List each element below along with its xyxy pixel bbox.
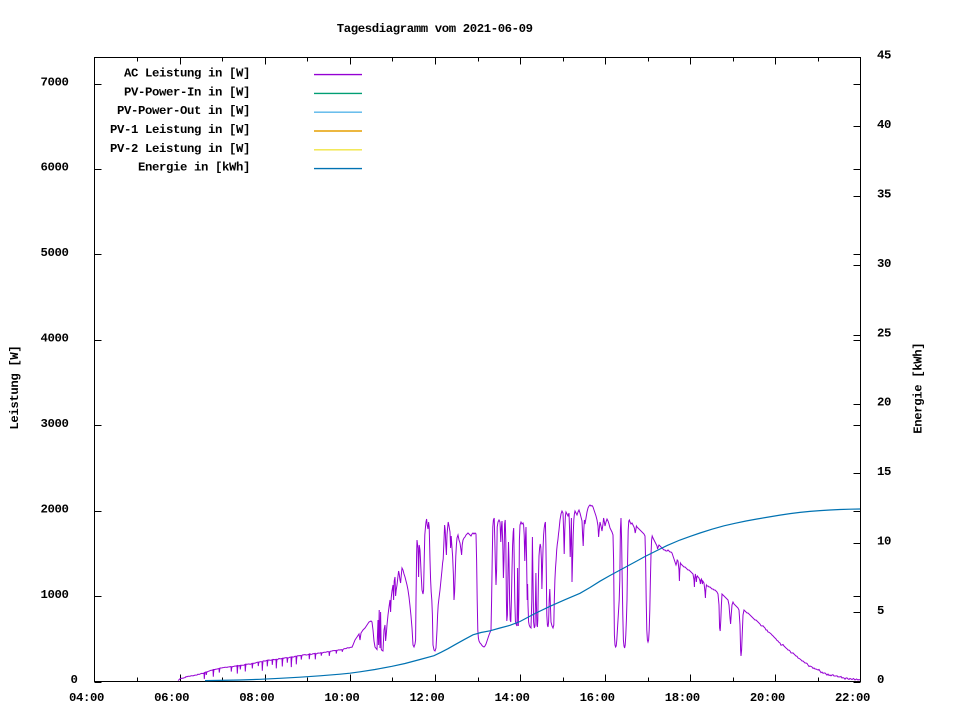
svg-text:PV-Power-Out in [W]: PV-Power-Out in [W]	[117, 104, 250, 118]
svg-text:08:00: 08:00	[239, 691, 274, 705]
svg-text:7000: 7000	[41, 75, 69, 89]
svg-text:Energie [kWh]: Energie [kWh]	[912, 343, 926, 434]
svg-text:18:00: 18:00	[665, 691, 700, 705]
svg-text:Energie in [kWh]: Energie in [kWh]	[138, 161, 250, 175]
svg-text:06:00: 06:00	[154, 691, 189, 705]
svg-text:14:00: 14:00	[495, 691, 530, 705]
svg-text:04:00: 04:00	[69, 691, 104, 705]
svg-text:Leistung [W]: Leistung [W]	[8, 346, 22, 430]
svg-text:3000: 3000	[41, 417, 69, 431]
svg-text:AC Leistung in [W]: AC Leistung in [W]	[124, 67, 250, 81]
svg-text:20:00: 20:00	[750, 691, 785, 705]
svg-text:10: 10	[877, 534, 891, 548]
svg-text:0: 0	[71, 673, 78, 687]
svg-text:15: 15	[877, 465, 891, 479]
svg-text:12:00: 12:00	[409, 691, 444, 705]
svg-text:22:00: 22:00	[835, 691, 870, 705]
svg-text:0: 0	[877, 673, 884, 687]
svg-text:6000: 6000	[41, 161, 69, 175]
svg-text:25: 25	[877, 326, 891, 340]
svg-text:35: 35	[877, 187, 891, 201]
svg-text:45: 45	[877, 49, 891, 63]
svg-text:PV-2 Leistung in [W]: PV-2 Leistung in [W]	[110, 142, 250, 156]
svg-text:5: 5	[877, 604, 884, 618]
svg-text:10:00: 10:00	[324, 691, 359, 705]
svg-text:16:00: 16:00	[580, 691, 615, 705]
svg-text:PV-Power-In in [W]: PV-Power-In in [W]	[124, 85, 250, 99]
svg-text:PV-1 Leistung in [W]: PV-1 Leistung in [W]	[110, 123, 250, 137]
svg-text:1000: 1000	[41, 588, 69, 602]
svg-text:5000: 5000	[41, 246, 69, 260]
svg-text:20: 20	[877, 396, 891, 410]
svg-text:2000: 2000	[41, 502, 69, 516]
svg-text:30: 30	[877, 257, 891, 271]
svg-text:4000: 4000	[41, 332, 69, 346]
svg-text:40: 40	[877, 118, 891, 132]
svg-text:Tagesdiagramm vom 2021-06-09: Tagesdiagramm vom 2021-06-09	[337, 22, 533, 36]
